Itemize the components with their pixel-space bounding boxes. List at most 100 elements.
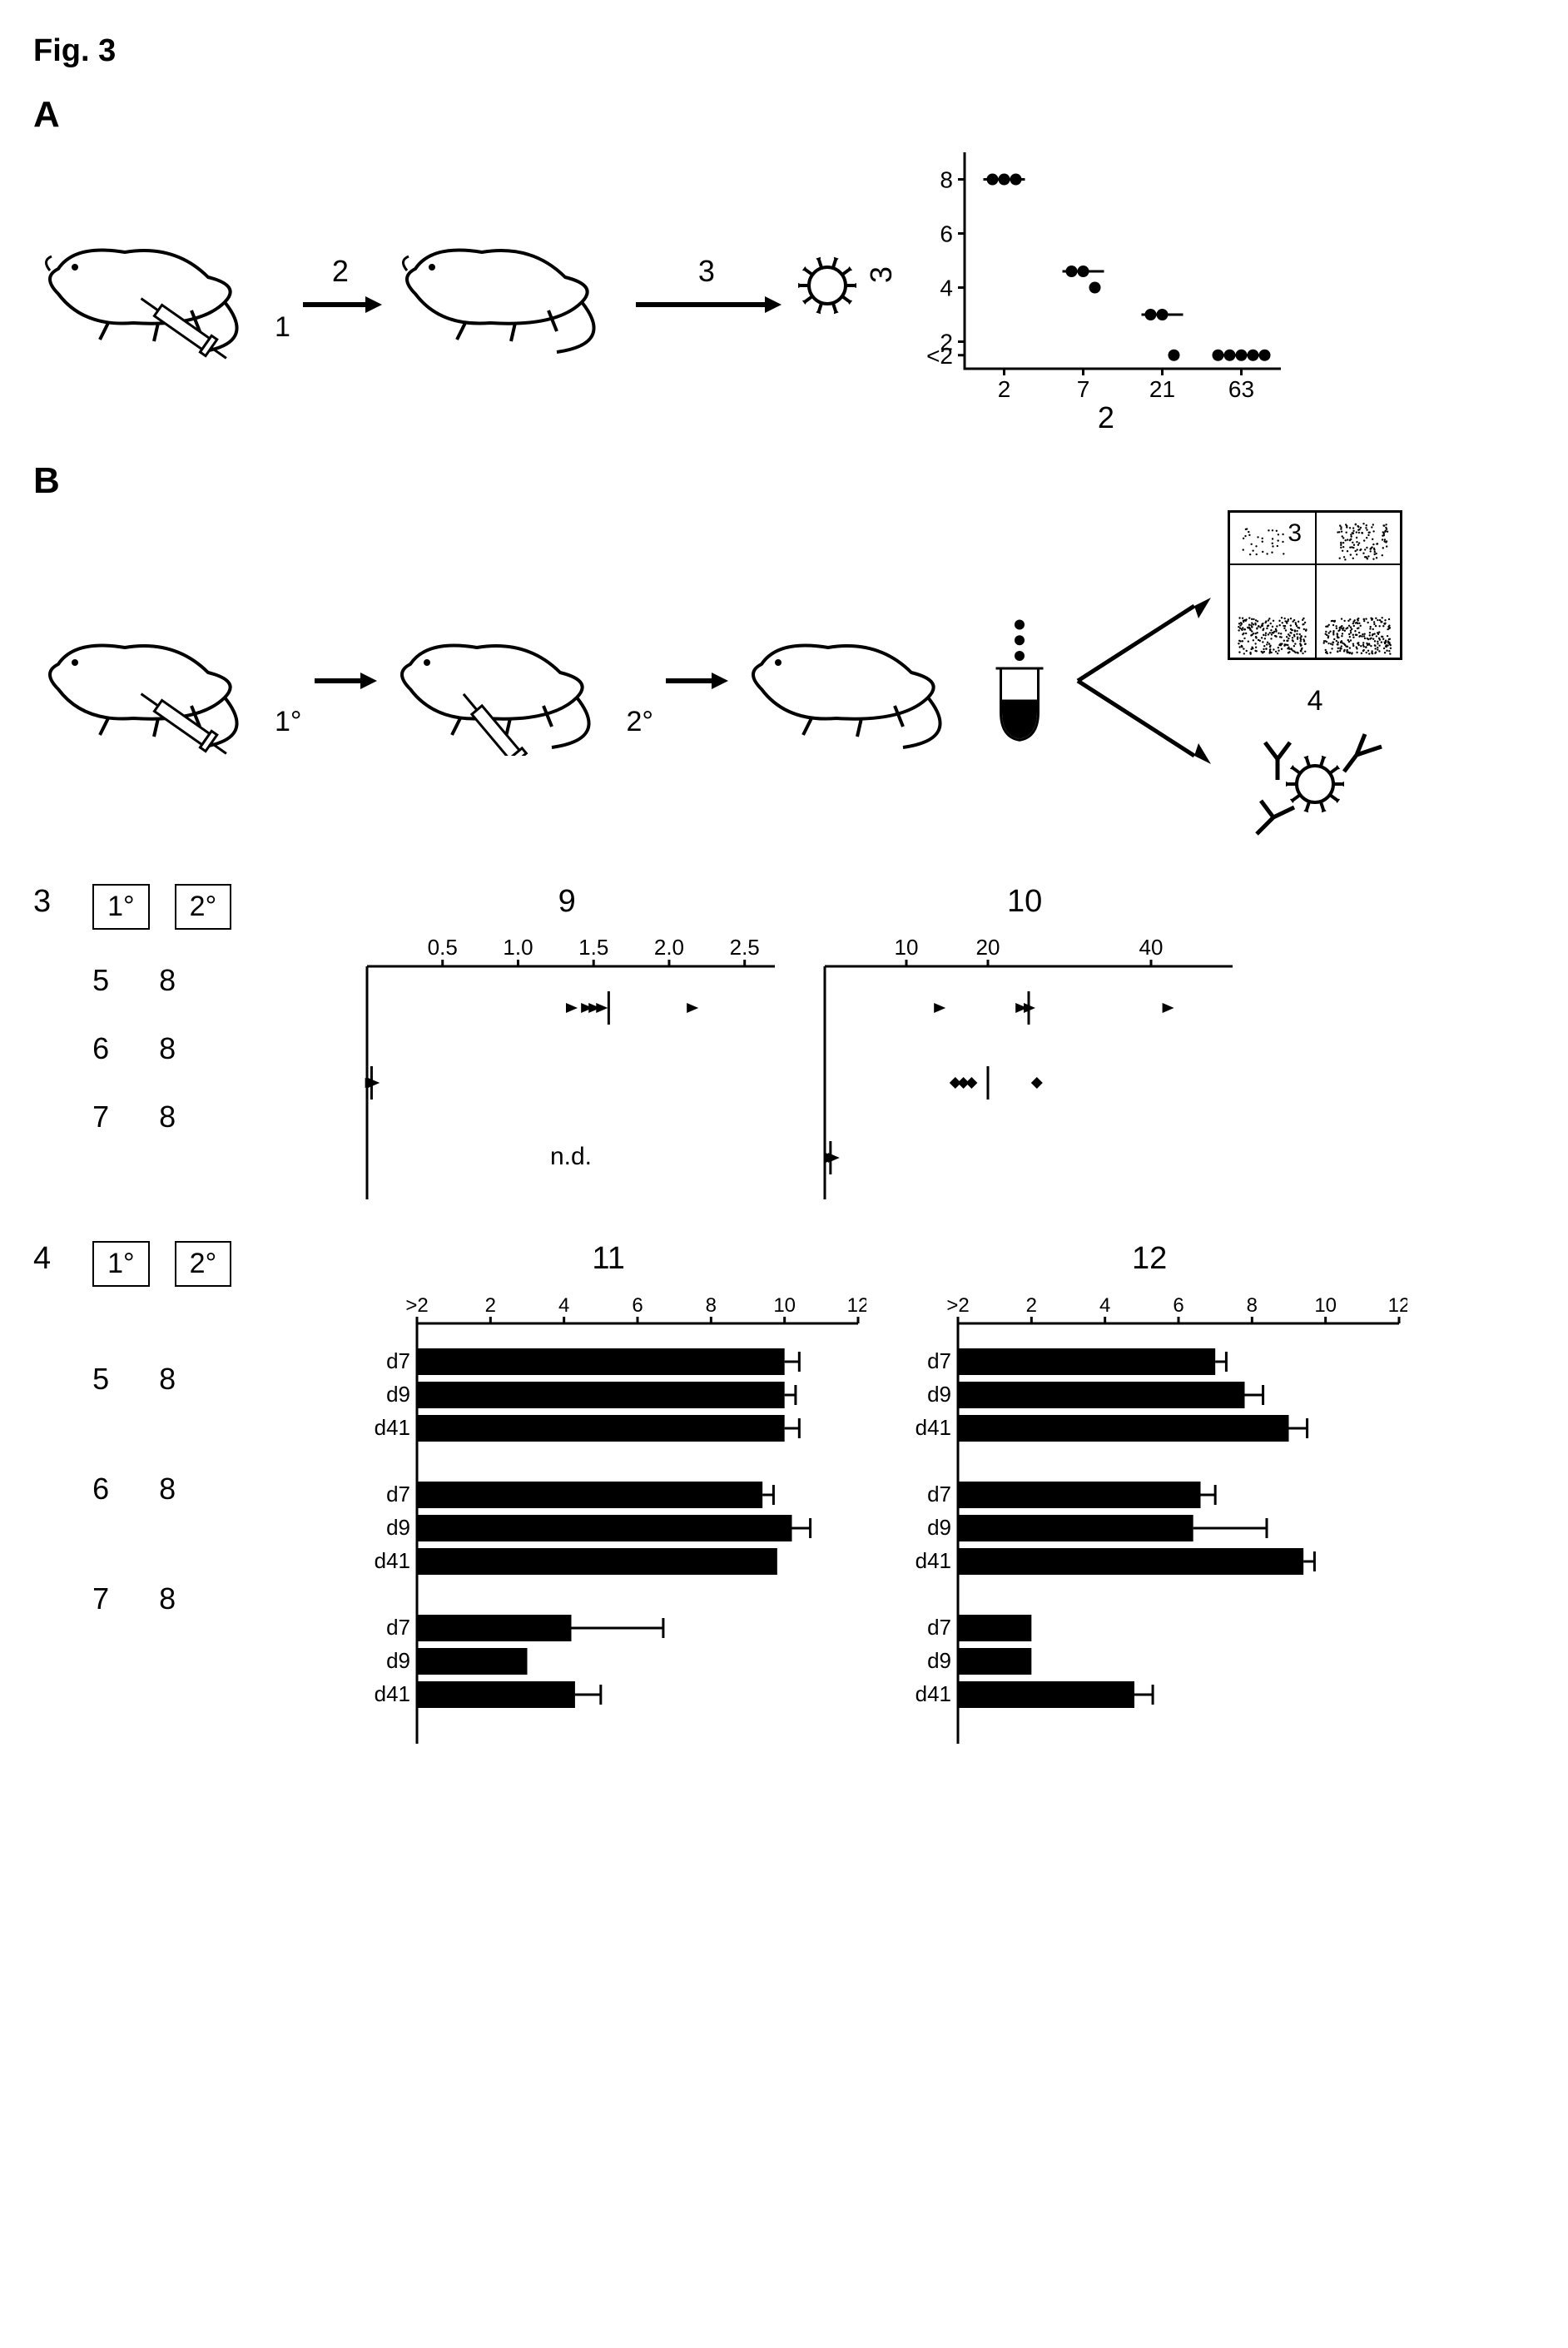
injection-1-label: 1: [275, 311, 290, 344]
antibody-virus-icon: [1232, 717, 1398, 851]
panel-a: A 1 2: [33, 94, 1535, 427]
svg-text:10: 10: [895, 935, 919, 960]
mouse-icon: [385, 606, 618, 756]
antibody-assay-label: 4: [1307, 685, 1323, 717]
mouse-icon: [33, 606, 266, 756]
svg-text:1.5: 1.5: [578, 935, 608, 960]
primary-header: 1°: [92, 884, 150, 930]
col2-value: 8: [159, 1472, 176, 1507]
svg-text:8: 8: [940, 167, 953, 193]
primary-injection-label: 1°: [275, 706, 302, 738]
condition-row: 68: [92, 1031, 325, 1066]
flow-cytometry-plot: 3: [1228, 510, 1402, 660]
chart-9-title: 9: [350, 884, 783, 920]
svg-text:d9: d9: [927, 1648, 951, 1673]
svg-text:d7: d7: [386, 1482, 410, 1507]
svg-text:2: 2: [1026, 1294, 1037, 1317]
chart-11-title: 11: [350, 1241, 866, 1277]
col1-value: 6: [92, 1031, 109, 1066]
section-4-lead: 4: [33, 1241, 51, 1277]
svg-text:d41: d41: [375, 1415, 410, 1440]
col2-value: 8: [159, 1031, 176, 1066]
svg-text:4: 4: [940, 276, 953, 301]
col1-value: 7: [92, 1581, 109, 1616]
svg-text:21: 21: [1149, 376, 1175, 402]
svg-text:10: 10: [773, 1294, 796, 1317]
svg-text:d9: d9: [386, 1382, 410, 1407]
svg-text:>2: >2: [946, 1294, 969, 1317]
svg-text:n.d.: n.d.: [550, 1143, 592, 1170]
virus-icon: [790, 248, 865, 323]
svg-text:d7: d7: [386, 1615, 410, 1640]
svg-text:2: 2: [998, 376, 1011, 402]
svg-text:d9: d9: [386, 1515, 410, 1540]
svg-text:6: 6: [632, 1294, 643, 1317]
svg-text:d9: d9: [386, 1648, 410, 1673]
svg-text:8: 8: [706, 1294, 717, 1317]
col2-value: 8: [159, 1100, 176, 1134]
condition-row: 58: [92, 963, 325, 998]
arrow-icon: [310, 668, 377, 693]
chart-9: 9 0.5 1.0 1.5 2.0 2.5 n.d.: [350, 884, 783, 1208]
svg-text:0.5: 0.5: [428, 935, 458, 960]
svg-text:d41: d41: [915, 1415, 951, 1440]
panel-b: B 1°: [33, 460, 1535, 851]
mouse-icon: [33, 211, 266, 360]
svg-text:4: 4: [1099, 1294, 1110, 1317]
flow-plot-label: 3: [1288, 519, 1302, 548]
svg-text:4: 4: [558, 1294, 569, 1317]
svg-text:d41: d41: [375, 1548, 410, 1573]
condition-group: 58: [92, 1362, 325, 1397]
condition-group: 68: [92, 1472, 325, 1507]
svg-text:d7: d7: [927, 1482, 951, 1507]
svg-text:2.5: 2.5: [730, 935, 760, 960]
chart-10-title: 10: [808, 884, 1241, 920]
col1-value: 6: [92, 1472, 109, 1507]
col1-value: 5: [92, 963, 109, 998]
chart-10: 10 10 20 40: [808, 884, 1241, 1208]
condition-group: 78: [92, 1581, 325, 1616]
arrow-icon: [662, 668, 728, 693]
svg-text:d7: d7: [386, 1348, 410, 1373]
svg-text:63: 63: [1228, 376, 1254, 402]
arrow-1-label: 2: [332, 254, 349, 289]
col1-value: 7: [92, 1100, 109, 1134]
arrow-2-label: 3: [698, 254, 715, 289]
svg-text:12: 12: [1388, 1294, 1407, 1317]
col2-value: 8: [159, 1581, 176, 1616]
svg-text:12: 12: [847, 1294, 866, 1317]
figure-title: Fig. 3: [33, 33, 1535, 69]
scatter-a-xlabel: 2: [1098, 400, 1114, 435]
svg-text:d7: d7: [927, 1615, 951, 1640]
svg-text:>2: >2: [405, 1294, 428, 1317]
chart-11: 11 >224681012d7d9d41d7d9d41d7d9d41: [350, 1241, 866, 1752]
branch-arrows-icon: [1069, 564, 1219, 797]
arrow-icon: [632, 292, 782, 317]
tube-icon: [978, 618, 1061, 743]
scatter-a-ylabel: 3: [864, 266, 899, 283]
svg-text:1.0: 1.0: [504, 935, 533, 960]
chart-12: 12 >224681012d7d9d41d7d9d41d7d9d41: [891, 1241, 1407, 1752]
svg-text:2: 2: [940, 330, 953, 355]
panel-a-label: A: [33, 94, 1535, 136]
section-3: 3 1° 2° 586878 9 0.51.01.52.02.5n.d. 10 …: [33, 884, 1535, 1208]
svg-text:10: 10: [1314, 1294, 1337, 1317]
svg-text:6: 6: [940, 221, 953, 247]
svg-text:d41: d41: [375, 1681, 410, 1706]
svg-text:d9: d9: [927, 1515, 951, 1540]
col2-value: 8: [159, 1362, 176, 1397]
svg-text:40: 40: [1139, 935, 1164, 960]
svg-text:20: 20: [976, 935, 1000, 960]
secondary-injection-label: 2°: [627, 706, 654, 738]
panel-b-label: B: [33, 460, 1535, 502]
panel-a-scatter: 3 <22468272163 2: [906, 144, 1289, 427]
arrow-icon: [299, 292, 382, 317]
condition-row: 78: [92, 1100, 325, 1134]
svg-text:d41: d41: [915, 1681, 951, 1706]
primary-header-4: 1°: [92, 1241, 150, 1287]
svg-text:d41: d41: [915, 1548, 951, 1573]
svg-text:d9: d9: [927, 1382, 951, 1407]
section-3-lead: 3: [33, 884, 51, 920]
svg-text:2.0: 2.0: [654, 935, 684, 960]
secondary-header: 2°: [175, 884, 232, 930]
